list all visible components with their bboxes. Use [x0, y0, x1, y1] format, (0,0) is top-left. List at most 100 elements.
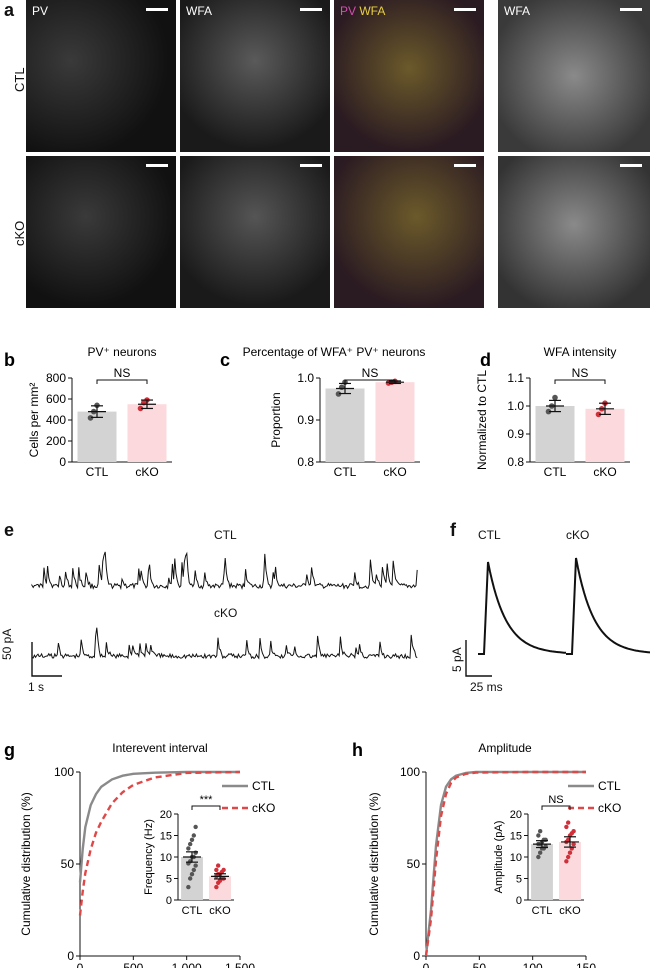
data-point: [193, 863, 198, 868]
legend-label: CTL: [252, 779, 275, 793]
trace-f-scale-x: 25 ms: [470, 680, 503, 694]
data-point: [191, 833, 197, 838]
x-tick-label: cKO: [559, 905, 581, 917]
sig-label: NS: [572, 366, 589, 380]
data-point: [189, 872, 195, 877]
x-tick-label: CTL: [86, 465, 109, 479]
scale-bar: [454, 164, 476, 167]
scale-bar: [620, 8, 642, 11]
data-point: [189, 837, 195, 842]
y-tick-label: 1.0: [297, 371, 314, 385]
panel-letter-e: e: [4, 520, 15, 540]
sig-bracket: [191, 805, 221, 810]
data-point: [137, 405, 144, 412]
micro-cko-wfa: [180, 156, 330, 308]
y-tick-label: 50: [407, 857, 421, 871]
panel-letter-a: a: [4, 0, 15, 20]
y-axis-label: Proportion: [269, 392, 283, 447]
data-point: [564, 824, 569, 830]
bar-cko: [375, 382, 415, 462]
y-tick-label: 100: [54, 765, 74, 779]
scale-bar: [146, 164, 168, 167]
y-tick-label: 15: [160, 831, 172, 843]
x-tick-label: 0: [77, 961, 84, 968]
chart-title: Interevent interval: [112, 741, 207, 755]
data-point: [537, 850, 543, 855]
x-tick-label: cKO: [593, 465, 616, 479]
bar-ctl: [77, 411, 117, 462]
x-tick-label: 1,000: [172, 961, 202, 968]
y-tick-label: 15: [510, 831, 522, 843]
data-point: [87, 415, 94, 421]
y-axis-label: Amplitude (pA): [493, 821, 505, 894]
data-point: [191, 867, 197, 873]
data-point: [338, 384, 345, 391]
series-line-ctl: [78, 770, 240, 883]
x-tick-label: 150: [576, 961, 596, 968]
y-tick-label: 0: [59, 455, 66, 469]
trace-e-ctl-label: CTL: [214, 528, 237, 542]
trace-e-scale-y: 50 pA: [0, 628, 14, 660]
data-point: [214, 884, 219, 890]
x-tick-label: CTL: [182, 905, 203, 917]
panel-letter-h: h: [352, 740, 363, 760]
panel-letter-b: b: [4, 350, 15, 370]
y-tick-label: 800: [46, 371, 66, 385]
y-tick-label: 50: [61, 857, 75, 871]
micro-label: PV WFA: [340, 4, 385, 18]
data-point: [552, 394, 558, 401]
sig-label: NS: [362, 366, 379, 380]
data-point: [545, 408, 552, 415]
data-point: [187, 841, 193, 847]
trace-e-cko-label: cKO: [214, 606, 238, 620]
sig-label: NS: [548, 794, 563, 806]
micro-ctl-wfa: WFA: [180, 0, 330, 152]
data-point: [595, 411, 602, 418]
y-tick-label: 1.1: [507, 371, 524, 385]
x-tick-label: cKO: [135, 465, 158, 479]
data-point: [564, 859, 569, 864]
bar-cko: [127, 404, 167, 462]
data-point: [567, 850, 573, 855]
data-point: [536, 854, 541, 860]
panel-letter-f: f: [450, 520, 456, 540]
merge-pv-label: PV: [340, 4, 357, 18]
merge-wfa-label: WFA: [359, 4, 386, 18]
data-point: [565, 837, 571, 842]
bar-ctl: [325, 388, 365, 462]
data-point: [193, 824, 198, 830]
y-axis-label: Cumulative distribution (%): [19, 792, 33, 935]
data-point: [186, 884, 191, 890]
y-tick-label: 20: [510, 809, 522, 821]
panel-letter-g: g: [4, 740, 15, 760]
x-tick-label: 100: [523, 961, 543, 968]
scale-bar: [300, 8, 322, 11]
scale-bar: [146, 8, 168, 11]
y-tick-label: 5: [166, 874, 172, 886]
scale-bar: [620, 164, 642, 167]
data-point: [536, 833, 541, 838]
scale-bar: [300, 164, 322, 167]
sig-bracket: [96, 379, 148, 384]
trace-f-scale-y: 5 pA: [450, 647, 464, 672]
data-point: [543, 837, 548, 842]
y-tick-label: 200: [46, 434, 66, 448]
y-tick-label: 0: [413, 949, 420, 963]
micro-cko-pv: [26, 156, 176, 308]
micro-ctl-pv: PV: [26, 0, 176, 152]
chart-title: PV⁺ neurons: [87, 345, 156, 359]
panel-letter-c: c: [220, 350, 230, 370]
y-tick-label: 20: [160, 809, 172, 821]
trace-f-cko-label: cKO: [566, 528, 590, 542]
chart-title: Amplitude: [478, 741, 532, 755]
x-tick-label: CTL: [532, 905, 553, 917]
legend-label: cKO: [598, 801, 621, 815]
x-tick-label: 500: [123, 961, 143, 968]
sig-bracket: [344, 379, 396, 384]
x-tick-label: 0: [423, 961, 430, 968]
y-axis-label: Cumulative distribution (%): [367, 792, 381, 935]
chart-title: WFA intensity: [544, 345, 617, 359]
data-point: [537, 829, 543, 834]
x-tick-label: cKO: [383, 465, 406, 479]
